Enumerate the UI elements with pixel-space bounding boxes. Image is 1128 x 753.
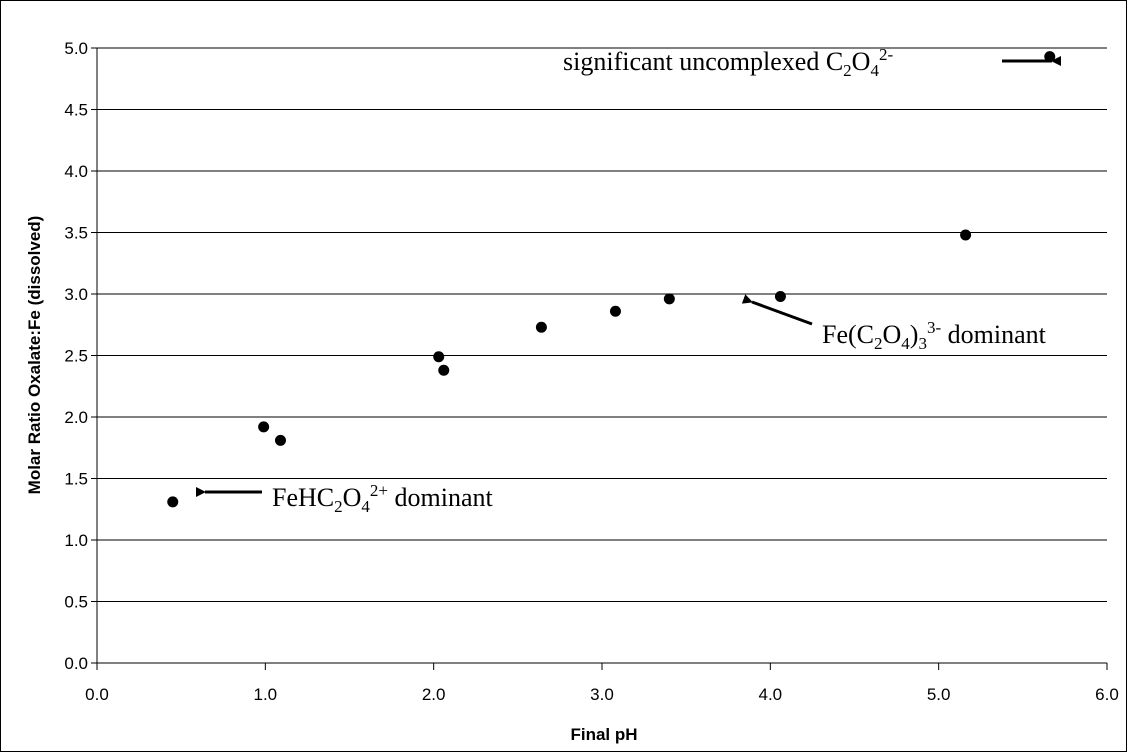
annotation-fehc2o4: FeHC2O42+ dominant [196,481,493,516]
x-axis-title: Final pH [570,725,637,744]
annotation-uncomplexed-c2o4: significant uncomplexed C2O42- [563,45,1061,80]
data-point [433,351,445,363]
data-points [167,51,1056,508]
data-point [274,434,286,446]
x-tick-label: 1.0 [254,685,278,704]
data-point [774,290,786,302]
x-tick-label: 4.0 [759,685,783,704]
tick-labels: 0.0 0.5 1.0 1.5 2.0 2.5 3.0 3.5 4.0 4.5 5.0 0.0 1.0 2… [64,39,1118,704]
y-tick-label: 5.0 [64,39,88,58]
y-tick-label: 0.0 [64,654,88,673]
x-tick-label: 2.0 [422,685,446,704]
gridlines [97,47,1107,602]
annotation-fe-c2o4-3-text: Fe(C2O4)33- dominant [822,318,1047,353]
y-tick-label: 2.5 [64,347,88,366]
x-tick-label: 3.0 [590,685,614,704]
y-tick-label: 4.5 [64,101,88,120]
data-point [438,364,450,376]
x-tick-label: 6.0 [1095,685,1119,704]
data-point [535,321,547,333]
y-tick-label: 0.5 [64,593,88,612]
data-point [960,229,972,241]
x-tick-label: 5.0 [927,685,951,704]
data-point [609,305,621,317]
y-tick-label: 1.5 [64,470,88,489]
annotation-fehc2o4-text: FeHC2O42+ dominant [272,481,493,516]
x-tick-label: 0.0 [85,685,109,704]
y-tick-label: 3.5 [64,224,88,243]
data-point [167,496,179,508]
y-tick-label: 2.0 [64,408,88,427]
y-tick-label: 3.0 [64,285,88,304]
data-point [258,421,270,433]
y-axis-title: Molar Ratio Oxalate:Fe (dissolved) [25,216,44,495]
y-tick-label: 4.0 [64,162,88,181]
annotation-fe-c2o4-3: Fe(C2O4)33- dominant [741,294,1047,353]
data-point [663,293,675,305]
axes [91,47,1108,670]
annotation-arrow-diagonal [741,294,813,326]
y-tick-label: 1.0 [64,531,88,550]
annotation-uncomplexed-c2o4-text: significant uncomplexed C2O42- [563,45,893,80]
